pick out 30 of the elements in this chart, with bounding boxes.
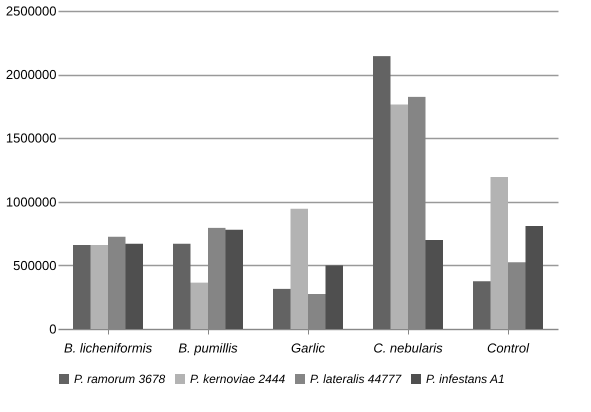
y-tick-label: 1000000 [6, 194, 56, 210]
x-tick-label: B. pumillis [178, 340, 238, 356]
y-tick-label: 0 [49, 322, 56, 336]
bar [526, 226, 543, 329]
y-tick-label: 1500000 [6, 130, 56, 146]
bar [326, 265, 343, 329]
x-tick-label: B. licheniformis [64, 340, 153, 356]
bar [126, 244, 143, 329]
bar [190, 282, 208, 329]
legend-label: P. ramorum 3678 [74, 372, 166, 386]
legend-label: P. kernoviae 2444 [190, 372, 286, 386]
bar [226, 230, 243, 329]
bar [390, 104, 408, 329]
bar [90, 245, 108, 329]
legend-label: P. lateralis 44777 [310, 372, 403, 386]
bar [373, 56, 390, 329]
bar [426, 240, 443, 329]
y-tick-label: 2500000 [6, 4, 56, 18]
bar [73, 245, 90, 329]
x-tick-label: Control [487, 340, 530, 356]
legend-label: P. infestans A1 [426, 372, 505, 386]
bar [273, 288, 290, 329]
x-tick-label: Garlic [291, 340, 326, 356]
bar [473, 281, 490, 329]
bar [490, 176, 508, 329]
bar [173, 244, 190, 329]
x-tick-label: C. nebularis [373, 340, 444, 356]
y-tick-label: 2000000 [6, 67, 56, 82]
bar [290, 208, 308, 329]
y-tick-label: 500000 [13, 258, 56, 273]
